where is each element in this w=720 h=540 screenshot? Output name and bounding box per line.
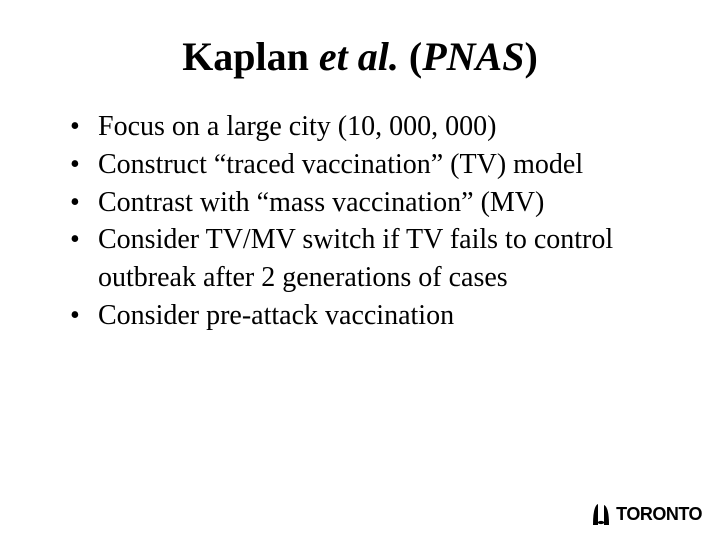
- slide-title: Kaplan et al. (PNAS): [58, 34, 662, 80]
- slide: Kaplan et al. (PNAS) Focus on a large ci…: [0, 0, 720, 540]
- bullet-text: Contrast with “mass vaccination” (MV): [98, 187, 544, 218]
- title-close: ): [524, 34, 537, 79]
- title-journal: PNAS: [422, 34, 524, 79]
- bullet-text: Consider TV/MV switch if TV fails to con…: [98, 224, 613, 293]
- list-item: Construct “traced vaccination” (TV) mode…: [64, 146, 662, 184]
- title-open: (: [409, 34, 422, 79]
- city-hall-icon: [590, 502, 612, 526]
- list-item: Contrast with “mass vaccination” (MV): [64, 184, 662, 222]
- bullet-text: Consider pre-attack vaccination: [98, 300, 454, 331]
- title-author: Kaplan: [182, 34, 309, 79]
- list-item: Focus on a large city (10, 000, 000): [64, 108, 662, 146]
- list-item: Consider TV/MV switch if TV fails to con…: [64, 221, 662, 297]
- logo-text: Toronto: [616, 504, 702, 525]
- title-etal: et al.: [319, 34, 399, 79]
- toronto-logo: Toronto: [590, 502, 702, 526]
- bullet-text: Construct “traced vaccination” (TV) mode…: [98, 149, 583, 180]
- list-item: Consider pre-attack vaccination: [64, 297, 662, 335]
- bullet-list: Focus on a large city (10, 000, 000) Con…: [58, 108, 662, 335]
- bullet-text: Focus on a large city (10, 000, 000): [98, 111, 496, 142]
